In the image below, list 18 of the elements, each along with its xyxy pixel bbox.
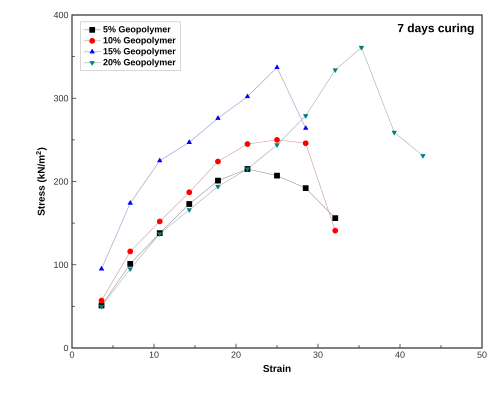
x-tick-label: 50	[477, 352, 487, 358]
legend-label: 5% Geopolymer	[103, 26, 171, 34]
x-tick-label: 20	[231, 352, 241, 358]
legend-label: 20% Geopolymer	[103, 58, 176, 68]
y-tick-label: 300	[54, 95, 68, 102]
annotation: 7 days curing	[398, 24, 474, 35]
legend-label: 10% Geopolymer	[104, 36, 176, 46]
y-tick-label: 400	[54, 12, 68, 18]
y-tick-label: 0	[64, 344, 68, 352]
y-tick-label: 200	[54, 178, 68, 185]
x-axis-title: Strain	[263, 364, 290, 372]
x-tick-label: 0	[70, 352, 74, 358]
legend-label: 15% Geopolymer	[104, 48, 176, 56]
y-tick-label: 100	[54, 262, 68, 268]
x-tick-label: 10	[150, 352, 159, 358]
y-axis-title: Stress (kN/m$^{2}$)	[36, 148, 47, 216]
x-tick-label: 30	[313, 352, 323, 358]
x-tick-label: 40	[395, 352, 405, 358]
